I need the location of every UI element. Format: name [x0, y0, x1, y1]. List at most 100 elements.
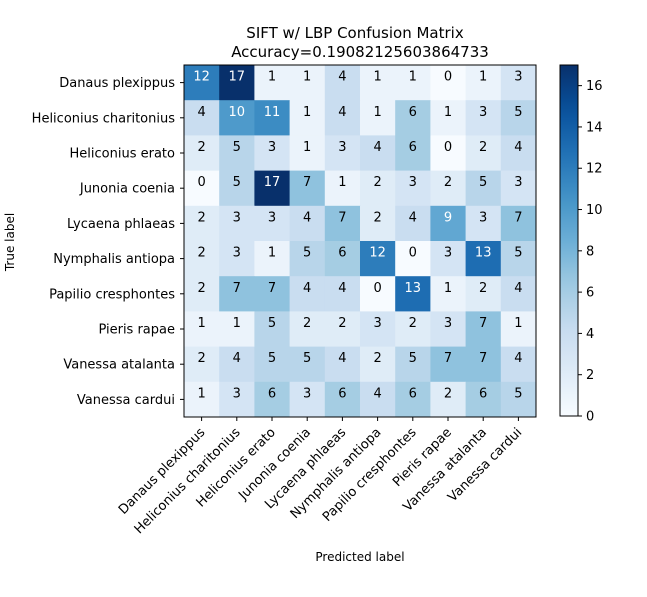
cell-value-label: 13 — [405, 281, 422, 296]
heatmap-cell — [465, 170, 502, 207]
cell-value-label: 0 — [197, 175, 205, 190]
y-tick-label: Papilio cresphontes — [49, 287, 175, 302]
cell-value-label: 1 — [303, 70, 311, 85]
heatmap-cell — [430, 276, 466, 312]
colorbar-tick-label: 8 — [586, 244, 594, 259]
heatmap-cell — [324, 311, 361, 347]
heatmap-cell — [360, 65, 396, 101]
cell-value-label: 1 — [373, 105, 381, 120]
cell-value-label: 2 — [444, 386, 452, 401]
cell-value-label: 4 — [338, 70, 346, 85]
cell-value-label: 0 — [444, 140, 452, 155]
heatmap-cell — [360, 100, 396, 136]
colorbar-tick-label: 4 — [586, 327, 594, 342]
heatmap-cell — [184, 170, 220, 207]
heatmap-cell — [465, 205, 502, 242]
heatmap-cell — [500, 276, 537, 312]
cell-value-label: 7 — [479, 351, 487, 366]
heatmap-cell — [324, 241, 361, 277]
cell-value-label: 4 — [303, 281, 311, 296]
cell-value-label: 4 — [338, 281, 346, 296]
cell-value-label: 6 — [338, 246, 346, 261]
heatmap-cell — [184, 381, 220, 418]
heatmap-cell — [430, 65, 466, 101]
heatmap-cell — [395, 311, 431, 347]
cell-value-label: 5 — [514, 246, 522, 261]
heatmap-cell — [219, 346, 255, 383]
heatmap-cell — [395, 65, 431, 101]
heatmap-cell — [360, 205, 396, 242]
heatmap-cell — [254, 311, 290, 347]
cell-value-label: 0 — [444, 70, 452, 85]
cell-value-label: 3 — [479, 210, 487, 225]
heatmap-cell — [289, 381, 326, 418]
y-tick-label: Lycaena phlaeas — [67, 217, 175, 232]
cell-value-label: 4 — [373, 140, 381, 155]
heatmap-cell — [254, 276, 290, 312]
heatmap-cell — [465, 65, 502, 101]
heatmap-cell — [254, 65, 290, 101]
cell-value-label: 17 — [229, 70, 246, 85]
cell-value-label: 5 — [268, 351, 276, 366]
heatmap-cell — [395, 135, 431, 171]
heatmap-cell — [465, 100, 502, 136]
cell-value-label: 5 — [303, 351, 311, 366]
heatmap-cell — [219, 65, 255, 101]
cell-value-label: 10 — [229, 105, 246, 120]
cell-value-label: 2 — [197, 351, 205, 366]
heatmap-cell — [500, 205, 537, 242]
y-tick-label: Heliconius erato — [70, 147, 176, 162]
cell-value-label: 17 — [264, 175, 281, 190]
heatmap-cell — [254, 241, 290, 277]
colorbar-tick-label: 12 — [586, 162, 603, 177]
cell-value-label: 2 — [197, 281, 205, 296]
cell-value-label: 3 — [514, 175, 522, 190]
cell-value-label: 3 — [233, 386, 241, 401]
cell-value-label: 3 — [444, 316, 452, 331]
heatmap-cell — [219, 276, 255, 312]
y-tick-label: Vanessa cardui — [77, 393, 175, 408]
heatmap-cell — [289, 170, 326, 207]
heatmap-cell — [360, 381, 396, 418]
cell-value-label: 0 — [409, 246, 417, 261]
heatmap-cell — [184, 311, 220, 347]
cell-value-label: 3 — [338, 140, 346, 155]
cell-value-label: 4 — [197, 105, 205, 120]
heatmap-cell — [465, 276, 502, 312]
cell-value-label: 4 — [514, 140, 522, 155]
cell-value-label: 6 — [338, 386, 346, 401]
cell-value-label: 1 — [479, 70, 487, 85]
heatmap-cell — [254, 100, 290, 136]
heatmap-cell — [289, 346, 326, 383]
heatmap-cell — [500, 170, 537, 207]
cell-value-label: 4 — [338, 105, 346, 120]
heatmap-cell — [324, 381, 361, 418]
heatmap-cell — [500, 65, 537, 101]
cell-value-label: 3 — [373, 316, 381, 331]
heatmap-cell — [289, 65, 326, 101]
heatmap-cell — [500, 135, 537, 171]
heatmap-cell — [289, 276, 326, 312]
heatmap-cell — [254, 381, 290, 418]
cell-value-label: 2 — [373, 210, 381, 225]
cell-value-label: 6 — [409, 140, 417, 155]
heatmap-cell — [465, 346, 502, 383]
heatmap-cell — [430, 205, 466, 242]
cell-value-label: 2 — [444, 175, 452, 190]
heatmap-cell — [360, 346, 396, 383]
heatmap-cell — [289, 100, 326, 136]
heatmap-cell — [395, 100, 431, 136]
cell-value-label: 6 — [409, 386, 417, 401]
cell-value-label: 1 — [197, 316, 205, 331]
cell-value-label: 3 — [514, 70, 522, 85]
cell-value-label: 2 — [197, 140, 205, 155]
cell-value-label: 3 — [233, 246, 241, 261]
cell-value-label: 1 — [409, 70, 417, 85]
cell-value-label: 5 — [514, 386, 522, 401]
heatmap-frame — [183, 64, 537, 418]
colorbar-gradient — [559, 64, 579, 417]
cell-value-label: 1 — [303, 105, 311, 120]
heatmap-cell — [254, 205, 290, 242]
cell-value-label: 1 — [268, 70, 276, 85]
heatmap-cell — [395, 346, 431, 383]
